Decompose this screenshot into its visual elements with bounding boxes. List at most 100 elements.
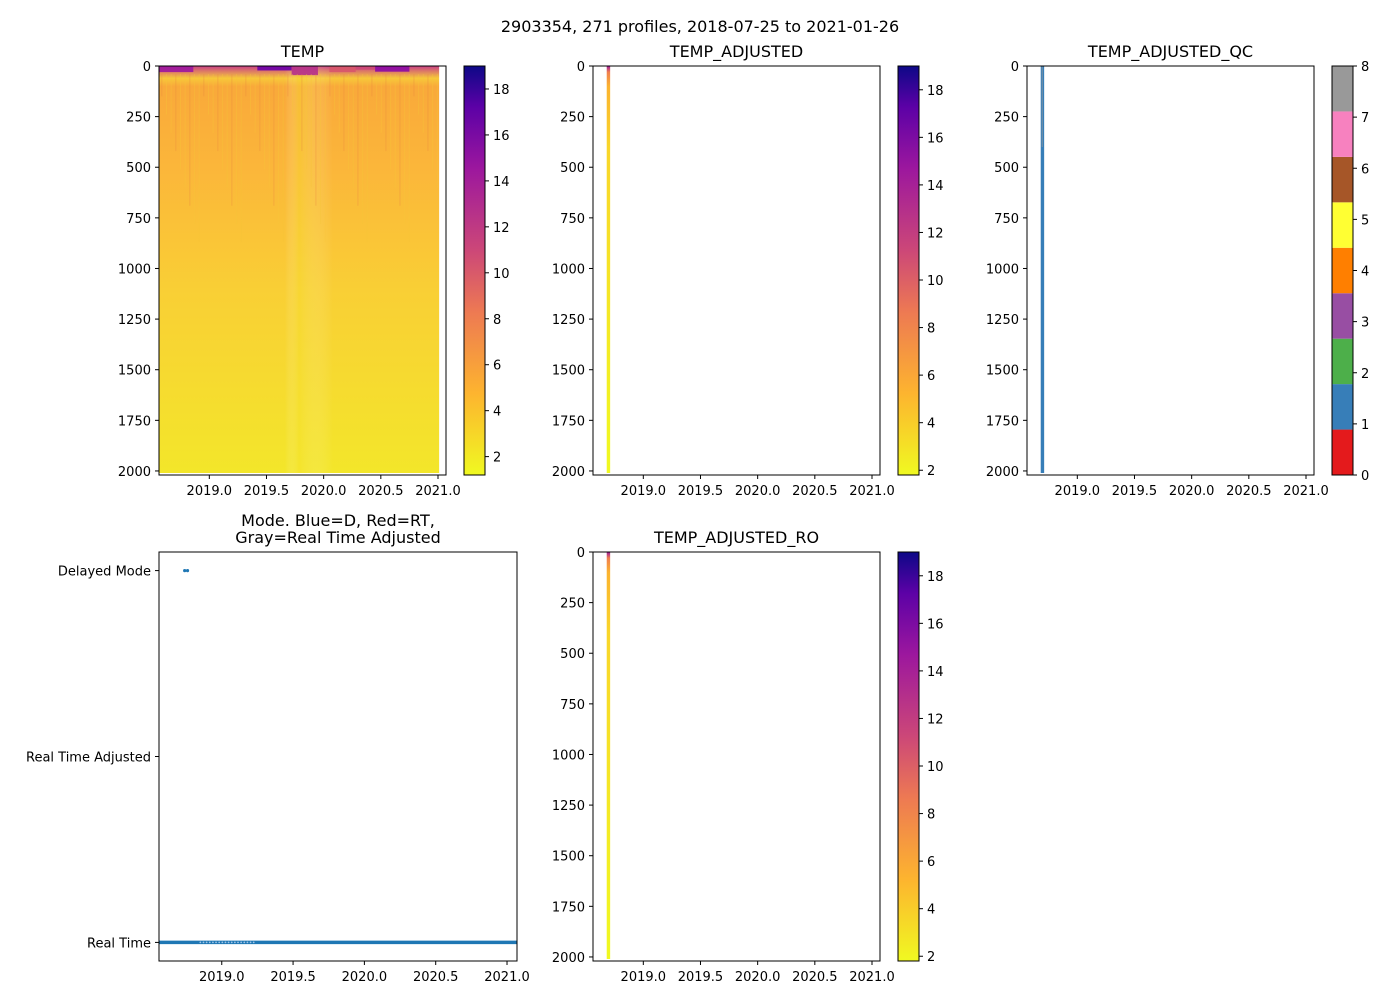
- heatmap-streak: [376, 74, 378, 115]
- heatmap-streak: [324, 74, 326, 243]
- colorbar-gradient: [898, 66, 919, 475]
- colorbar-tick-label: 4: [493, 405, 501, 420]
- y-tick-label: 2000: [552, 951, 585, 966]
- realtime-gap: [221, 941, 224, 944]
- realtime-gap: [233, 941, 236, 944]
- y-tick-label: 500: [994, 161, 1019, 176]
- panel-3: TEMP_ADJUSTED_QC 2019.0 2019.5 2020.0 2020.5…: [986, 42, 1369, 499]
- x-tick-label: 2019.0: [621, 970, 667, 985]
- y-tick-label: 1500: [552, 850, 585, 865]
- qc-strip-detail: [1041, 66, 1043, 147]
- heatmap-streak: [292, 74, 294, 115]
- heatmap-streak: [287, 74, 289, 97]
- x-tick-label: 2020.0: [301, 484, 347, 499]
- realtime-gap: [246, 941, 249, 944]
- x-tick-label: 2020.0: [735, 970, 781, 985]
- realtime-gap: [237, 941, 239, 944]
- colorbar-tick-label: 16: [927, 131, 944, 146]
- heatmap-streak: [338, 74, 340, 133]
- realtime-gap: [208, 941, 211, 944]
- panel-title: TEMP: [280, 42, 325, 61]
- colorbar-tick-label: 16: [493, 129, 510, 144]
- panel-1: TEMP 2019.0 2019.5 2020.0 2020.5 2021.0 0 250 50…: [118, 42, 510, 499]
- colorbar-tick-label: 16: [927, 617, 944, 632]
- heatmap-streak: [175, 74, 177, 152]
- realtime-gap: [240, 941, 243, 944]
- adjusted-strip: [606, 552, 611, 959]
- x-tick-label: 2020.0: [1169, 484, 1215, 499]
- delayed-mode-point: [185, 568, 190, 573]
- heatmap-streak: [315, 74, 317, 206]
- colorbar-tick-label: 1: [1361, 418, 1369, 433]
- realtime-gap: [230, 941, 233, 944]
- colorbar-tick-label: 12: [927, 712, 944, 727]
- axes-frame: [592, 65, 881, 476]
- colorbar-tick-label: 3: [1361, 316, 1369, 331]
- heatmap-streak: [404, 74, 406, 224]
- heatmap-streak: [320, 74, 322, 224]
- y-tick-label: 1000: [986, 262, 1019, 277]
- heatmap-streak: [226, 74, 228, 188]
- colorbar-swatch: [1332, 429, 1353, 475]
- panel-title: TEMP_ADJUSTED_RO: [653, 528, 819, 548]
- x-tick-label: 2019.5: [1112, 484, 1158, 499]
- colorbar: 2 4 6 8 10 12 14 16 18: [463, 65, 510, 476]
- heatmap-streak: [352, 74, 354, 188]
- panel-title: Mode. Blue=D, Red=RT, Gray=Real Time Adju…: [235, 511, 441, 547]
- heatmap-streak: [236, 74, 238, 224]
- heatmap-streak: [268, 74, 270, 188]
- x-tick-label: 2019.5: [244, 484, 290, 499]
- x-tick-label: 2019.0: [1055, 484, 1101, 499]
- colorbar-tick-label: 2: [1361, 367, 1369, 382]
- y-tick-label: 500: [560, 161, 585, 176]
- heatmap-streak: [264, 74, 266, 170]
- y-tick-label: 0: [1011, 60, 1019, 75]
- y-tick-label: Delayed Mode: [58, 565, 151, 580]
- colorbar-tick-label: 14: [493, 175, 510, 190]
- heatmap-streak: [380, 74, 382, 133]
- heatmap-streak: [334, 74, 336, 115]
- heatmap-streak: [278, 74, 280, 224]
- colorbar-tick-label: 18: [493, 83, 510, 98]
- heatmap-streak: [194, 74, 196, 224]
- y-tick-label: 1750: [118, 414, 151, 429]
- heatmap-surface-patch: [375, 66, 410, 72]
- x-tick-label: 2019.0: [187, 484, 233, 499]
- y-tick-label: 1000: [552, 262, 585, 277]
- realtime-gap: [224, 941, 227, 944]
- heatmap-midband: [159, 66, 440, 473]
- colorbar-tick-label: 8: [927, 322, 935, 337]
- colorbar-tick-label: 0: [1361, 469, 1369, 484]
- heatmap-surface-patch: [329, 66, 356, 73]
- panel-5: TEMP_ADJUSTED_RO 2019.0 2019.5 2020.0 2020.5…: [552, 528, 944, 985]
- realtime-gap: [215, 941, 217, 944]
- y-tick-label: 1250: [118, 313, 151, 328]
- heatmap-streak: [390, 74, 392, 170]
- heatmap-streak: [170, 74, 172, 133]
- realtime-gap: [252, 941, 255, 944]
- y-tick-label: 250: [560, 597, 585, 612]
- y-tick-label: 1250: [552, 313, 585, 328]
- realtime-gap: [202, 941, 205, 944]
- x-tick-label: 2020.0: [735, 484, 781, 499]
- heatmap-streak: [273, 74, 275, 206]
- heatmap-streak: [245, 74, 247, 97]
- realtime-gap: [243, 941, 246, 944]
- colorbar-tick-label: 7: [1361, 111, 1369, 126]
- x-tick-label: 2019.5: [270, 970, 316, 985]
- realtime-gap: [205, 941, 208, 944]
- y-tick-label: 0: [577, 60, 585, 75]
- heatmap-streak: [306, 74, 308, 170]
- heatmap-streak: [250, 74, 252, 115]
- axes-frame: [158, 551, 518, 962]
- colorbar-tick-label: 4: [1361, 265, 1369, 280]
- heatmap-streak: [212, 74, 214, 133]
- heatmap-streak: [208, 74, 210, 115]
- heatmap-streak: [310, 74, 312, 188]
- heatmap-streak: [394, 74, 396, 188]
- heatmap-streak: [296, 74, 298, 133]
- heatmap-streak: [418, 74, 420, 115]
- heatmap-streak: [240, 74, 242, 243]
- axes-frame: [158, 65, 447, 476]
